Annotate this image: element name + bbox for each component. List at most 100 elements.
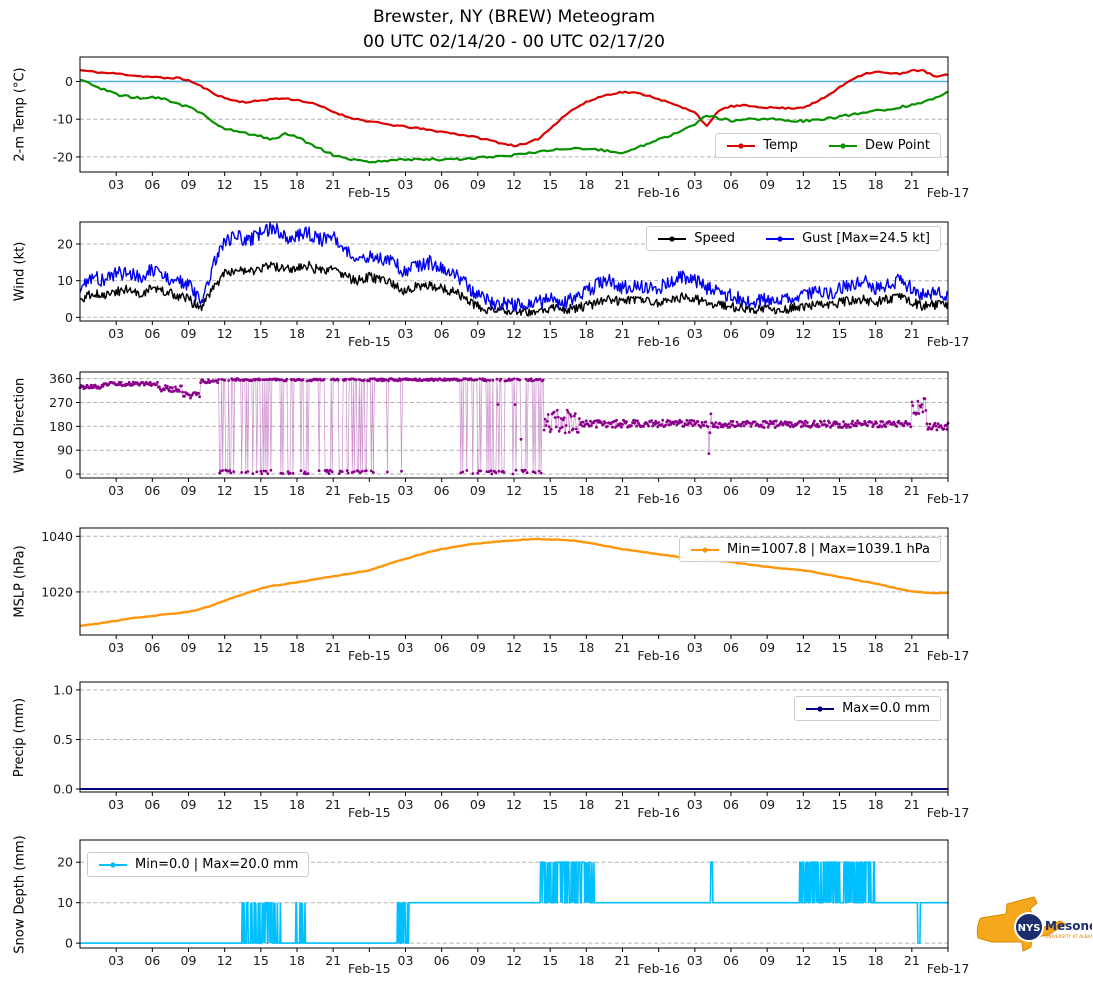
svg-text:Feb-16: Feb-16 — [637, 961, 680, 976]
legend-label-speed: Speed — [694, 231, 736, 246]
svg-text:21: 21 — [904, 326, 920, 341]
svg-text:09: 09 — [181, 640, 197, 655]
svg-text:09: 09 — [759, 797, 775, 812]
svg-text:15: 15 — [253, 326, 269, 341]
svg-text:09: 09 — [470, 326, 486, 341]
svg-text:12: 12 — [795, 177, 811, 192]
x-tick-labels: 03 06 09 12 15 18 21 Feb-15 03 06 09 12 15 18 21 Feb-16… — [108, 321, 969, 349]
y-tick-labels: 0 90 180 270 360 — [49, 371, 80, 482]
svg-text:21: 21 — [904, 953, 920, 968]
svg-text:15: 15 — [253, 953, 269, 968]
svg-text:21: 21 — [325, 953, 341, 968]
svg-text:0: 0 — [65, 467, 73, 482]
svg-text:21: 21 — [904, 177, 920, 192]
svg-text:21: 21 — [325, 640, 341, 655]
x-tick-labels: 03 06 09 12 15 18 21 Feb-15 03 06 09 12 15 18 21 Feb-16… — [108, 478, 969, 506]
legend-label-temp: Temp — [763, 138, 798, 153]
svg-text:18: 18 — [289, 797, 305, 812]
legend-line-sample — [691, 546, 720, 553]
svg-text:09: 09 — [181, 953, 197, 968]
legend-entry-precip: Max=0.0 mm — [805, 701, 930, 716]
svg-text:03: 03 — [687, 483, 703, 498]
svg-text:18: 18 — [868, 640, 884, 655]
svg-text:Feb-15: Feb-15 — [348, 491, 391, 506]
svg-text:21: 21 — [904, 640, 920, 655]
series-Snow Depth — [80, 861, 948, 944]
y-tick-labels: 0 10 20 — [57, 855, 80, 951]
svg-text:18: 18 — [578, 640, 594, 655]
svg-text:12: 12 — [506, 797, 522, 812]
precip-legend: Max=0.0 mm — [794, 696, 941, 721]
svg-text:12: 12 — [506, 177, 522, 192]
svg-text:06: 06 — [723, 177, 739, 192]
svg-text:15: 15 — [832, 640, 848, 655]
svg-text:Feb-16: Feb-16 — [637, 648, 680, 663]
svg-text:270: 270 — [49, 395, 73, 410]
legend-entry-snow: Min=0.0 | Max=20.0 mm — [98, 857, 298, 872]
svg-text:15: 15 — [542, 797, 558, 812]
svg-text:03: 03 — [398, 177, 414, 192]
svg-text:15: 15 — [542, 640, 558, 655]
svg-text:21: 21 — [325, 483, 341, 498]
svg-text:09: 09 — [759, 483, 775, 498]
svg-text:03: 03 — [108, 326, 124, 341]
svg-text:06: 06 — [723, 483, 739, 498]
legend-label-dew-point: Dew Point — [864, 138, 930, 153]
svg-text:03: 03 — [108, 177, 124, 192]
svg-text:06: 06 — [434, 797, 450, 812]
svg-text:Feb-16: Feb-16 — [637, 334, 680, 349]
svg-text:12: 12 — [795, 326, 811, 341]
svg-text:12: 12 — [506, 640, 522, 655]
svg-text:15: 15 — [832, 326, 848, 341]
svg-text:18: 18 — [289, 953, 305, 968]
svg-text:360: 360 — [49, 371, 73, 386]
svg-text:15: 15 — [253, 797, 269, 812]
svg-text:10: 10 — [57, 273, 73, 288]
precip-panel-chart: 0.0 0.5 1.0 03 06 09 12 15 18 21 Feb-15 03 06 09 12 15 1… — [53, 681, 970, 820]
svg-text:03: 03 — [687, 177, 703, 192]
svg-text:03: 03 — [108, 953, 124, 968]
snow-panel-chart: 0 10 20 03 06 09 12 15 18 21 Feb-15 03 06 09 12 15 18 21 F… — [57, 839, 969, 976]
legend-label-snow: Min=0.0 | Max=20.0 mm — [135, 857, 299, 872]
svg-text:06: 06 — [144, 953, 160, 968]
legend-line-sample — [727, 142, 756, 149]
page-subtitle: 00 UTC 02/14/20 - 00 UTC 02/17/20 — [363, 32, 665, 52]
svg-text:03: 03 — [108, 640, 124, 655]
x-tick-labels: 03 06 09 12 15 18 21 Feb-15 03 06 09 12 15 18 21 Feb-16… — [108, 635, 969, 663]
svg-text:-10: -10 — [53, 112, 73, 127]
svg-text:Feb-15: Feb-15 — [348, 961, 391, 976]
series-direction-markers — [78, 377, 950, 476]
svg-text:15: 15 — [542, 326, 558, 341]
series-MSLP — [79, 537, 949, 628]
x-tick-labels: 03 06 09 12 15 18 21 Feb-15 03 06 09 12 15 18 21 Feb-16… — [108, 948, 969, 976]
x-tick-labels: 03 06 09 12 15 18 21 Feb-15 03 06 09 12 15 18 21 Feb-16… — [108, 172, 969, 200]
svg-text:21: 21 — [904, 797, 920, 812]
svg-text:21: 21 — [615, 953, 631, 968]
svg-text:18: 18 — [289, 483, 305, 498]
svg-text:1040: 1040 — [41, 529, 73, 544]
svg-text:12: 12 — [217, 953, 233, 968]
wind-panel-chart: 0 10 20 03 06 09 12 15 18 21 Feb-15 03 06 09 12 15 18 21 F… — [57, 221, 969, 349]
svg-text:06: 06 — [723, 326, 739, 341]
svg-text:15: 15 — [253, 483, 269, 498]
svg-text:-20: -20 — [53, 149, 73, 164]
temp-panel-chart: 0 -10 -20 03 06 09 12 15 18 21 Feb-15 03 06 09 12 15 18 2… — [53, 56, 969, 200]
series-Temp — [79, 69, 949, 148]
svg-text:12: 12 — [795, 640, 811, 655]
svg-text:06: 06 — [144, 640, 160, 655]
svg-text:03: 03 — [398, 326, 414, 341]
svg-text:18: 18 — [868, 483, 884, 498]
svg-text:15: 15 — [832, 483, 848, 498]
svg-text:Feb-15: Feb-15 — [348, 185, 391, 200]
svg-text:06: 06 — [434, 177, 450, 192]
legend-entry-gust: Gust [Max=24.5 kt] — [765, 231, 930, 246]
svg-text:0: 0 — [65, 310, 73, 325]
svg-text:03: 03 — [398, 797, 414, 812]
svg-text:09: 09 — [759, 326, 775, 341]
page-title: Brewster, NY (BREW) Meteogram — [372, 7, 656, 27]
svg-text:15: 15 — [542, 177, 558, 192]
svg-text:21: 21 — [325, 326, 341, 341]
svg-text:12: 12 — [795, 797, 811, 812]
svg-text:Feb-17: Feb-17 — [927, 805, 970, 820]
